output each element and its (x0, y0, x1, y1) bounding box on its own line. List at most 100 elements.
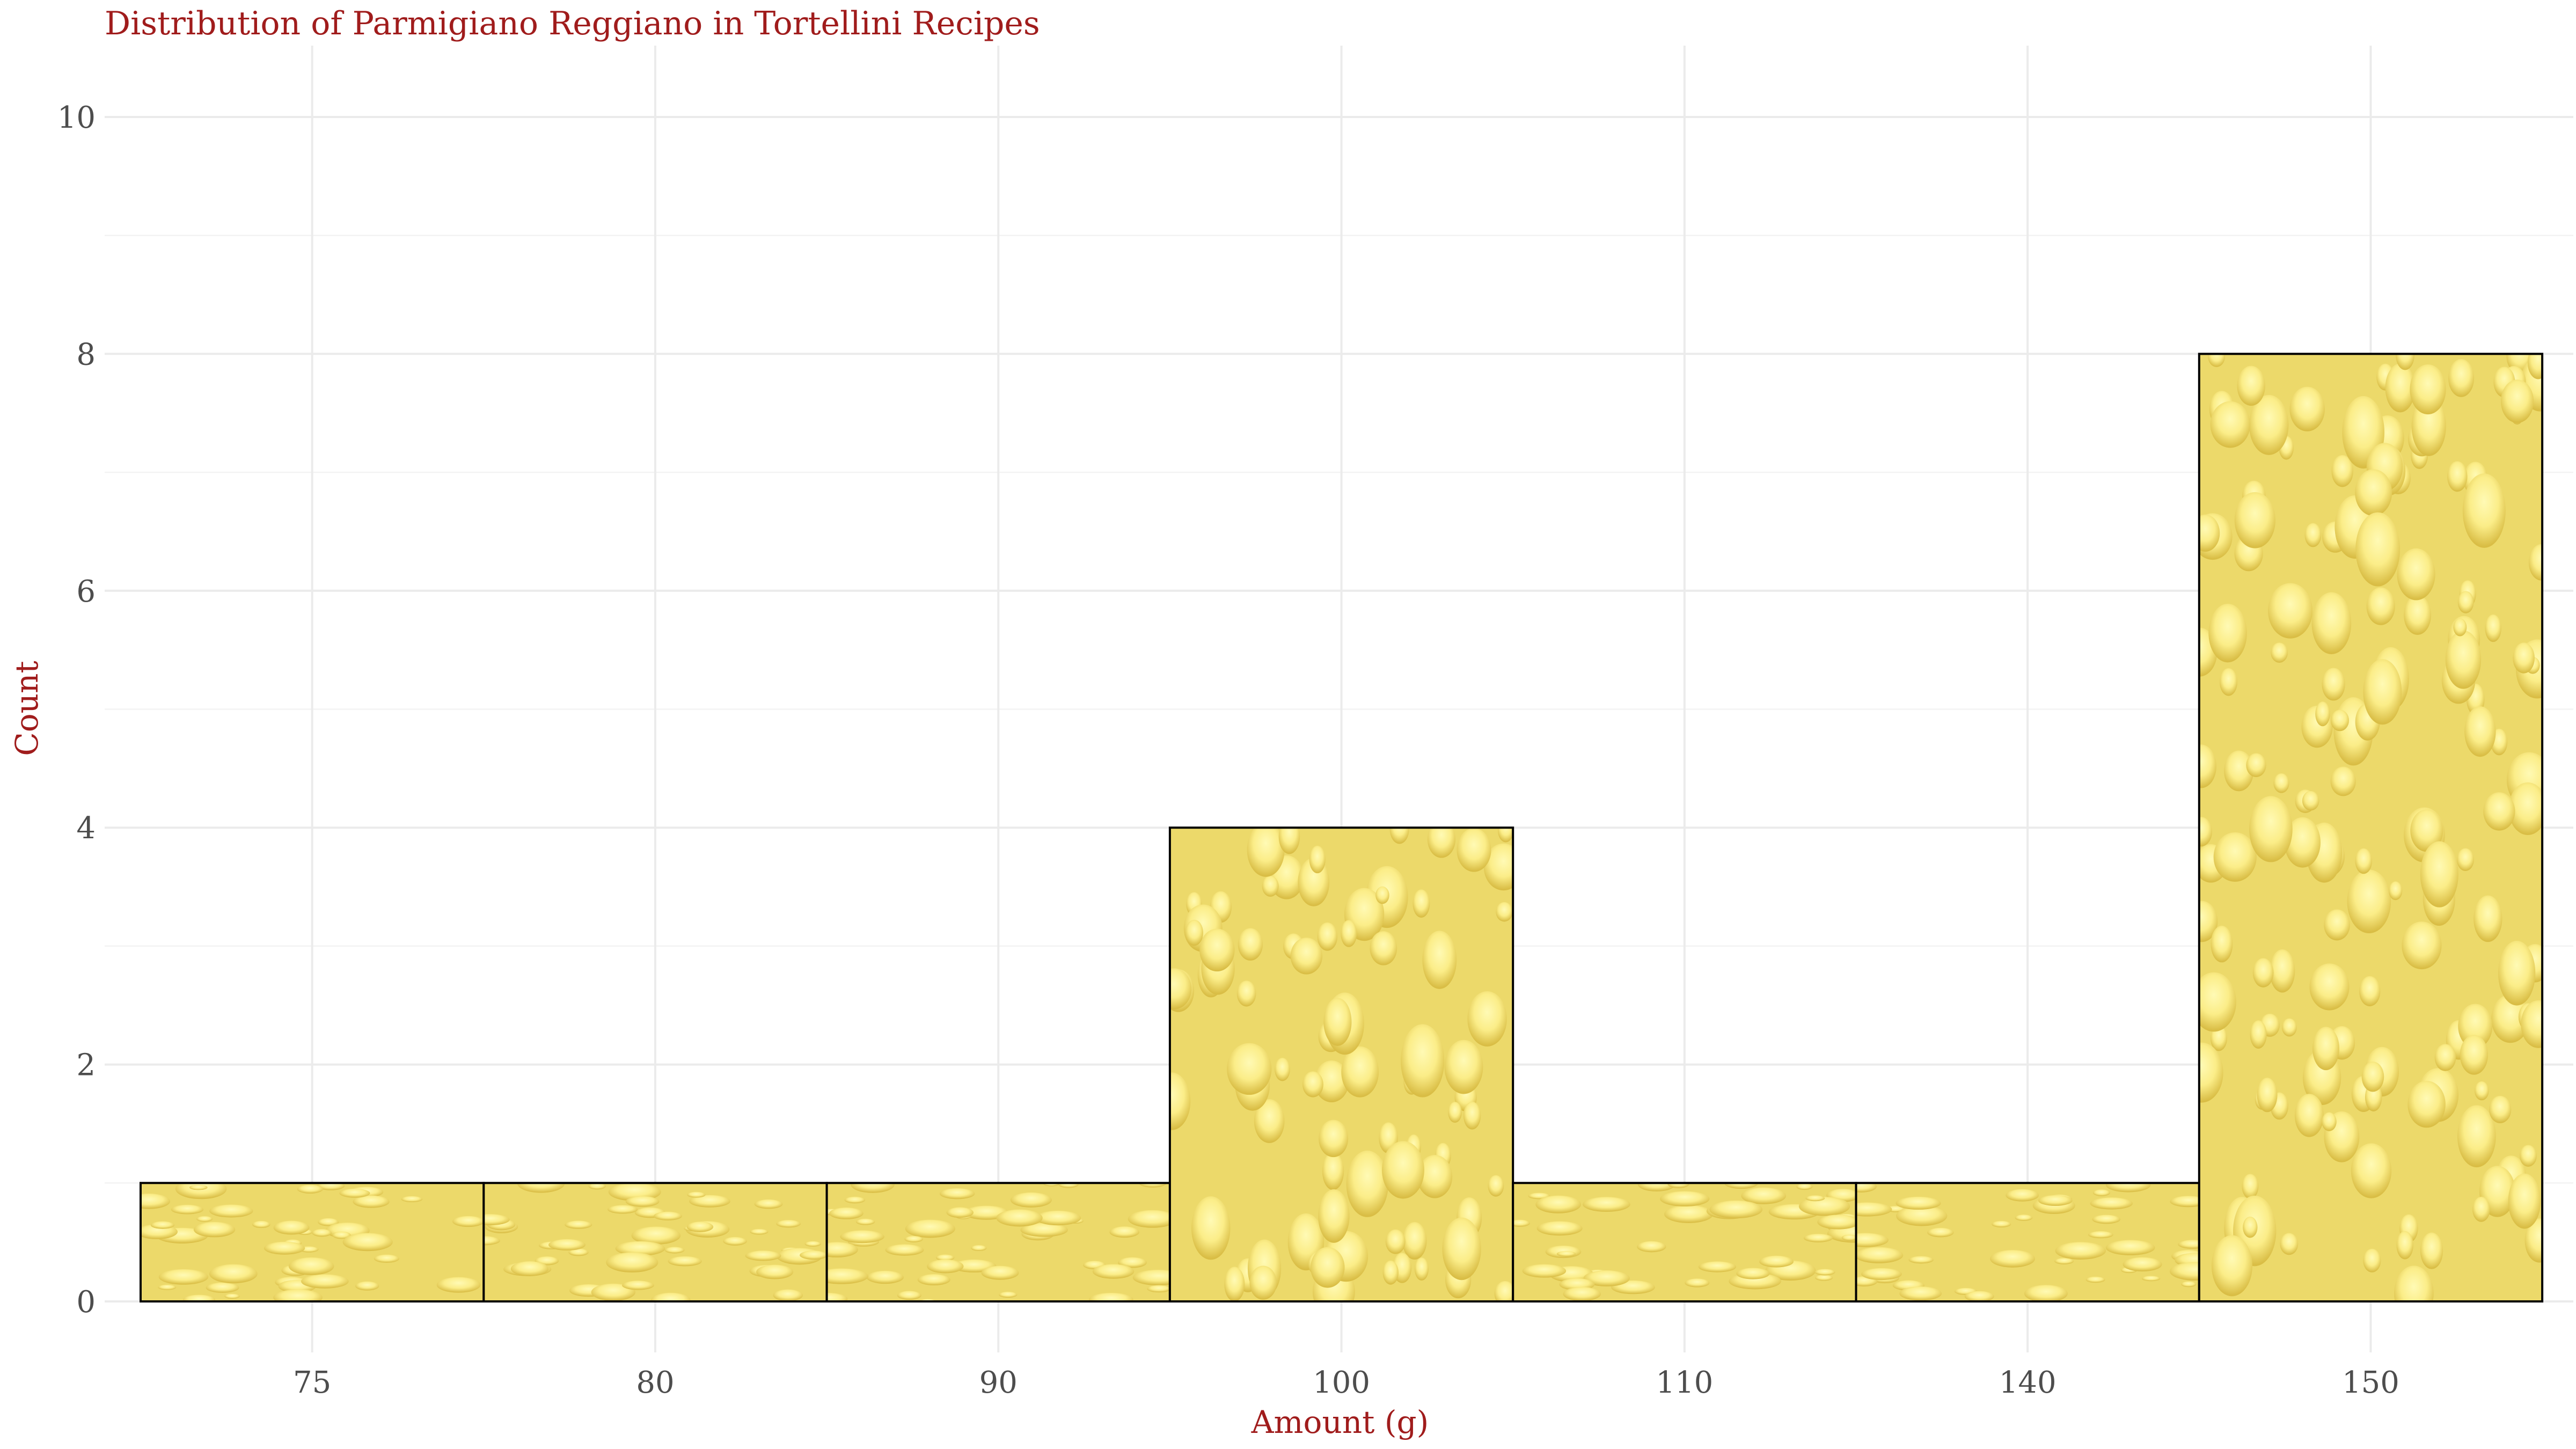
cheese-hole (209, 1264, 258, 1284)
cheese-hole (1803, 1234, 1833, 1242)
cheese-hole (1035, 1210, 1081, 1226)
cheese-hole (1375, 886, 1389, 904)
cheese-hole (2420, 841, 2458, 908)
cheese-hole (1385, 1229, 1406, 1254)
cheese-hole (1964, 1291, 1994, 1302)
cheese-hole (1483, 843, 1513, 891)
cheese-hole (1759, 1255, 1794, 1268)
cheese-hole (1275, 1058, 1290, 1081)
cheese-hole (1417, 1155, 1453, 1198)
cheese-hole (650, 1292, 691, 1302)
cheese-hole (1467, 991, 1507, 1046)
cheese-hole (2464, 706, 2496, 757)
cheese-hole (631, 1226, 681, 1245)
y-tick-label: 0 (76, 1285, 96, 1320)
cheese-hole (1563, 1287, 1601, 1301)
cheese-hole (2498, 940, 2536, 1006)
cheese-hole (1841, 1234, 1856, 1241)
cheese-hole (517, 1183, 565, 1193)
cheese-hole (2294, 1094, 2324, 1137)
cheese-hole (2249, 796, 2293, 862)
cheese-holes (1513, 1183, 1856, 1301)
cheese-hole (2006, 1189, 2039, 1202)
cheese-hole (1685, 1278, 1710, 1287)
cheese-hole (1227, 1043, 1272, 1095)
cheese-hole (1118, 1257, 1147, 1268)
cheese-hole (1856, 1247, 1904, 1263)
cheese-hole (1247, 828, 1285, 877)
cheese-hole (1199, 928, 1235, 972)
cheese-hole (353, 1195, 390, 1208)
cheese-hole (2527, 354, 2543, 379)
cheese-hole (2322, 668, 2345, 701)
cheese-hole (1796, 1183, 1813, 1190)
cheese-hole (1637, 1183, 1675, 1192)
cheese-hole (273, 1220, 310, 1235)
x-tick-label: 110 (1656, 1365, 1713, 1400)
bar-90 (825, 1182, 1171, 1303)
cheese-hole (996, 1209, 1043, 1227)
cheese-hole (171, 1204, 204, 1214)
cheese-hole (158, 1284, 177, 1290)
cheese-hole (844, 1196, 866, 1204)
cheese-hole (2312, 1027, 2339, 1071)
cheese-hole (2528, 544, 2543, 581)
cheese-hole (332, 1231, 351, 1239)
cheese-hole (150, 1221, 175, 1229)
cheese-hole (1856, 1202, 1892, 1217)
cheese-hole (548, 1239, 586, 1251)
cheese-hole (776, 1220, 801, 1228)
cheese-hole (2289, 386, 2325, 431)
cheese-hole (401, 1196, 423, 1203)
cheese-hole (2211, 925, 2233, 963)
cheese-holes (1169, 828, 1513, 1301)
cheese-hole (1236, 980, 1256, 1007)
x-tick-label: 140 (1999, 1365, 2057, 1400)
cheese-hole (2141, 1276, 2161, 1282)
cheese-hole (2410, 364, 2446, 415)
cheese-hole (1238, 928, 1263, 961)
cheese-hole (1856, 1183, 1877, 1192)
cheese-hole (606, 1252, 658, 1272)
cheese-hole (182, 1294, 215, 1302)
cheese-hole (2396, 354, 2415, 370)
cheese-hole (206, 1282, 239, 1293)
cheese-hole (1990, 1250, 2035, 1268)
cheese-hole (196, 1216, 213, 1222)
cheese-hole (209, 1204, 253, 1218)
cheese-hole (2257, 1078, 2278, 1113)
cheese-hole (866, 1270, 904, 1284)
cheese-hole (2458, 1004, 2493, 1049)
cheese-hole (1381, 1141, 1424, 1199)
cheese-hole (2054, 1258, 2074, 1264)
cheese-hole (2475, 1081, 2489, 1101)
cheese-hole (2513, 642, 2535, 674)
cheese-hole (2389, 881, 2403, 901)
cheese-hole (2315, 701, 2330, 727)
x-tick-label: 150 (2342, 1365, 2399, 1400)
cheese-hole (2363, 659, 2402, 725)
y-axis-title: Count (9, 661, 45, 756)
cheese-hole (2273, 773, 2289, 793)
cheese-hole (998, 1291, 1018, 1298)
cheese-hole (1736, 1268, 1770, 1279)
cheese-hole (2199, 901, 2218, 942)
cheese-hole (756, 1264, 794, 1279)
cheese-hole (668, 1256, 702, 1267)
cheese-hole (1741, 1187, 1787, 1204)
cheese-hole (1463, 1101, 1481, 1130)
cheese-hole (2473, 895, 2502, 942)
x-tick-label: 90 (979, 1365, 1018, 1400)
cheese-hole (905, 1219, 955, 1238)
cheese-hole (2169, 1262, 2199, 1281)
cheese-hole (654, 1211, 682, 1221)
cheese-hole (1341, 1046, 1379, 1097)
cheese-hole (1318, 1189, 1350, 1243)
cheese-hole (2361, 1062, 2384, 1092)
cheese-hole (851, 1183, 895, 1193)
cheese-hole (264, 1241, 305, 1255)
cheese-hole (2088, 1231, 2113, 1239)
cheese-hole (2447, 461, 2468, 492)
bar-110 (1512, 1182, 1857, 1303)
cheese-hole (2178, 1240, 2199, 1249)
